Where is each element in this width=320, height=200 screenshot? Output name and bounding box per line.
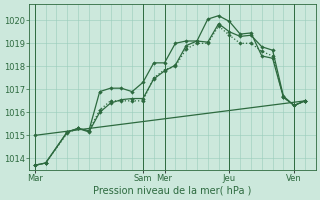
X-axis label: Pression niveau de la mer( hPa ): Pression niveau de la mer( hPa ): [93, 186, 252, 196]
